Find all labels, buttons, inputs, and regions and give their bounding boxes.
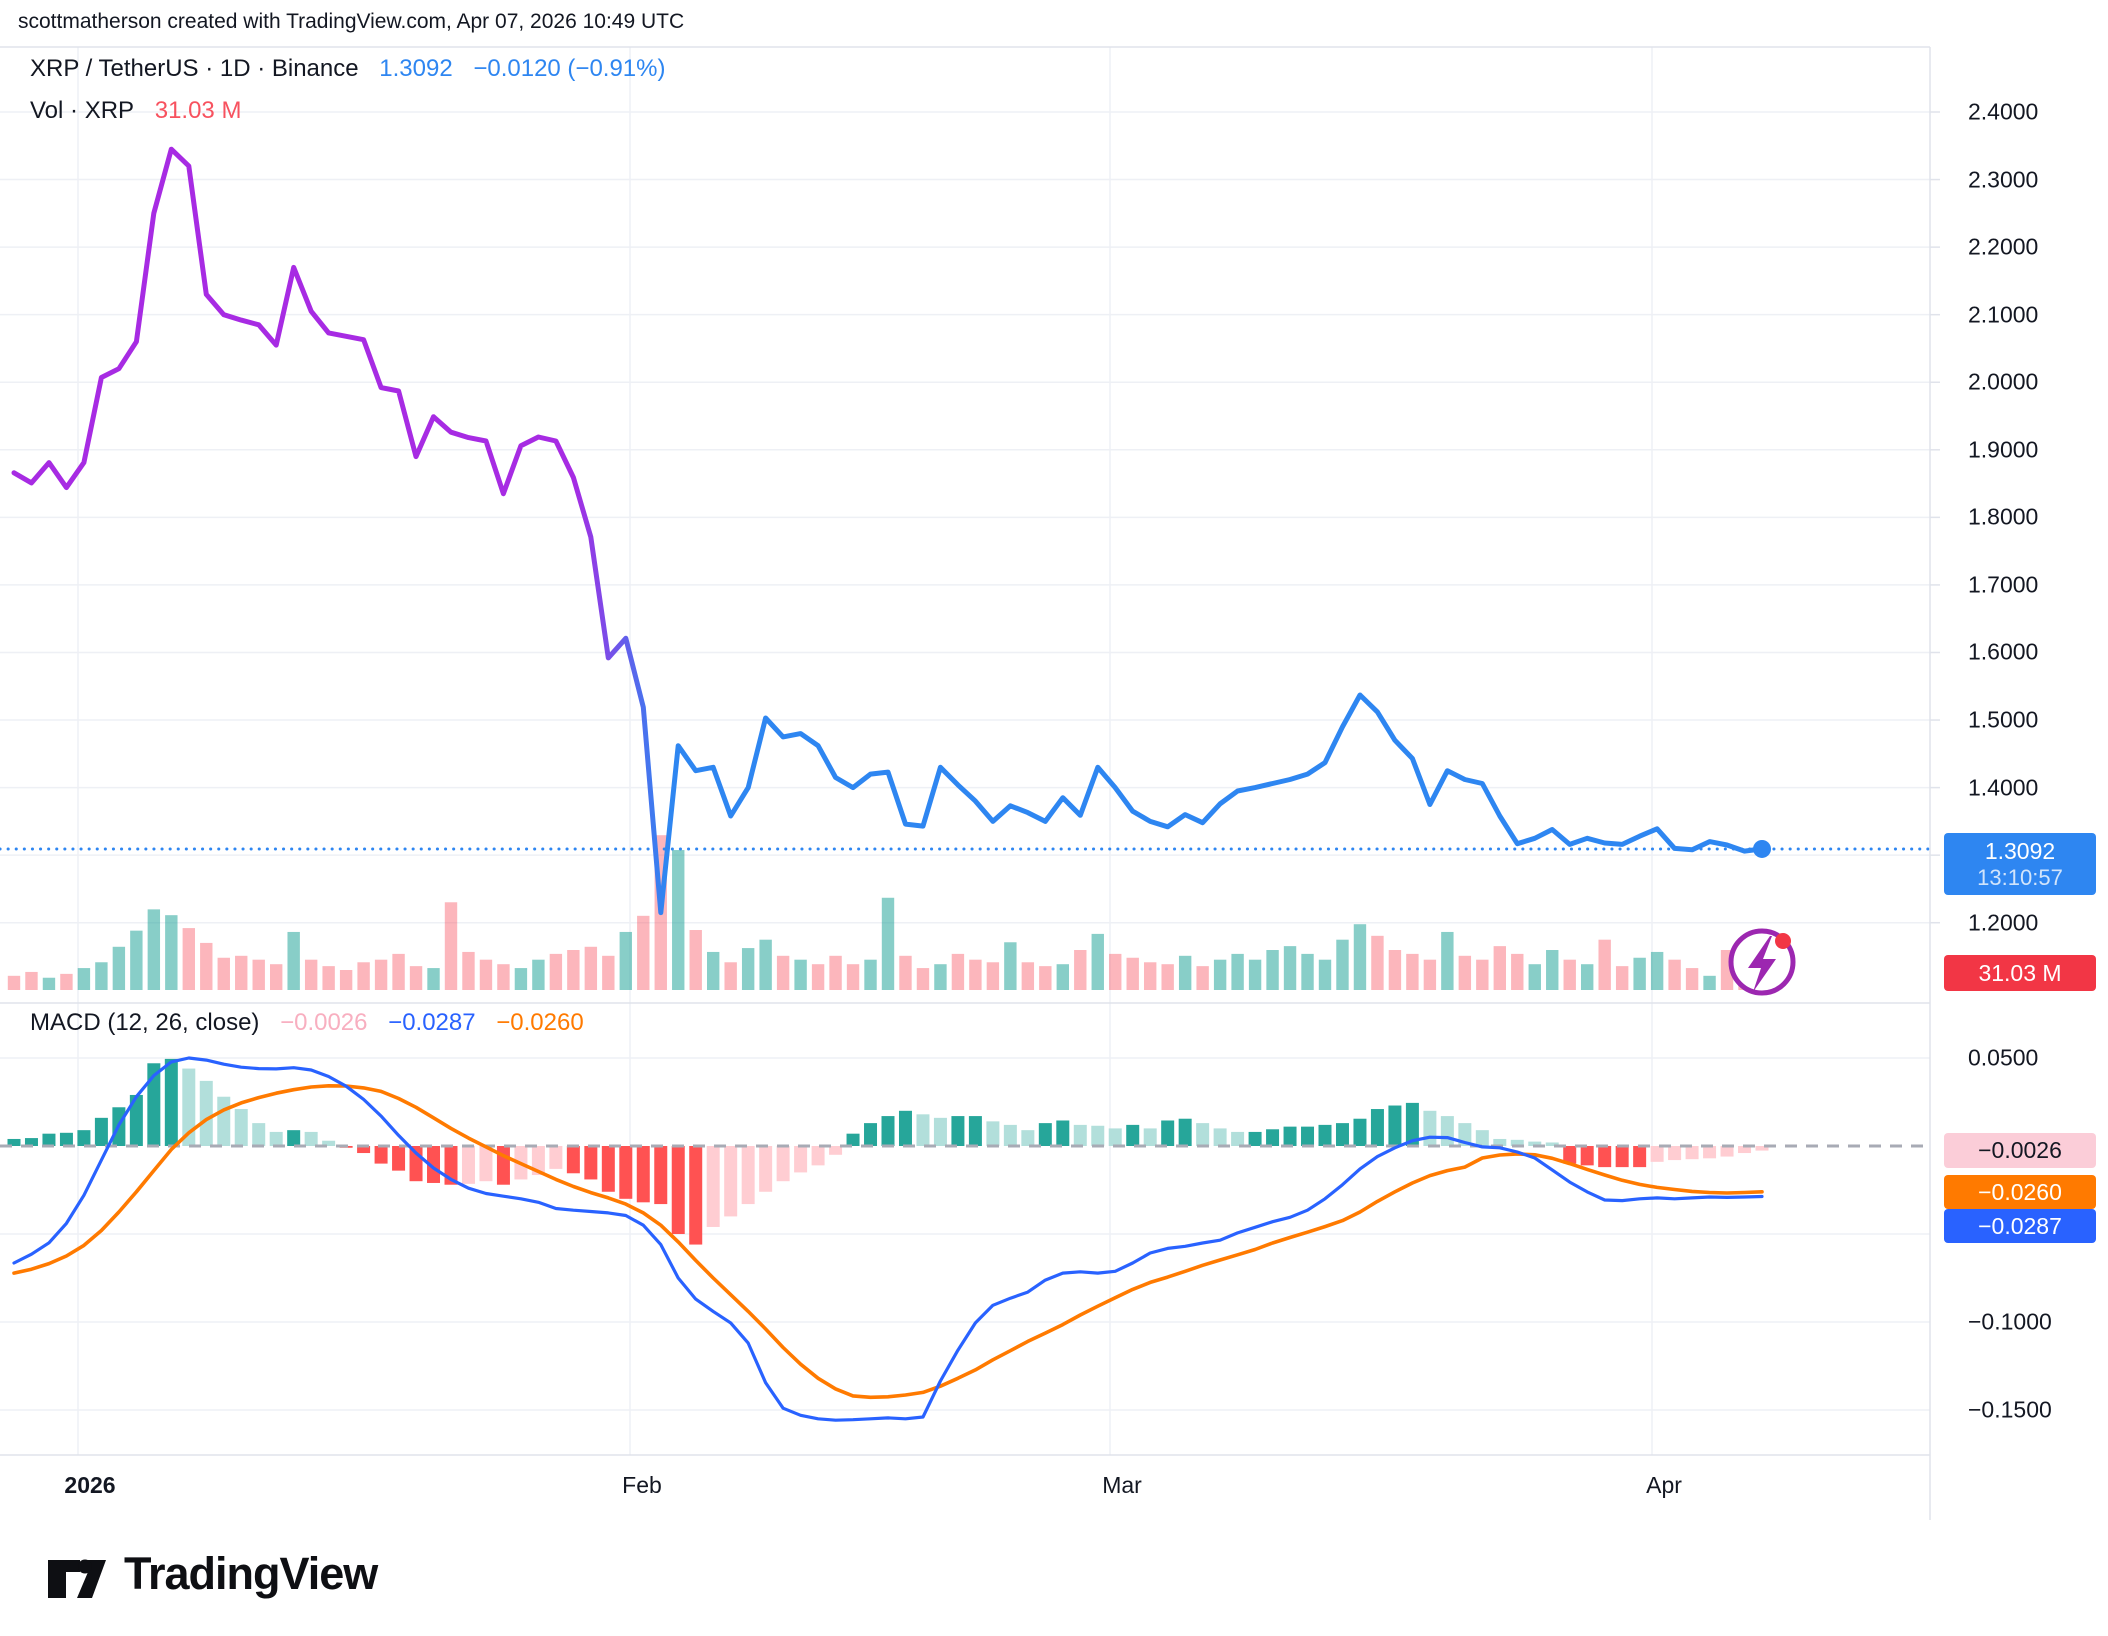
pane-borders — [0, 46, 1940, 1520]
macd-hist-badge: −0.0026 — [1944, 1133, 2096, 1168]
axis-tick-label: 1.6000 — [1968, 638, 2039, 665]
volume-badge-value: 31.03 M — [1978, 959, 2062, 986]
symbol-change: −0.0120 (−0.91%) — [473, 55, 666, 82]
macd-signal-value: −0.0260 — [496, 1009, 584, 1036]
attribution-header: scottmatherson created with TradingView.… — [18, 10, 685, 33]
macd-line-value: −0.0287 — [388, 1009, 476, 1036]
tradingview-branding[interactable]: TradingView — [46, 1548, 378, 1600]
axis-tick-label: 2.1000 — [1968, 301, 2039, 328]
symbol-legend[interactable]: XRP / TetherUS · 1D · Binance 1.3092 −0.… — [30, 54, 679, 84]
price-line — [11, 146, 1765, 916]
axis-tick-label: 2.3000 — [1968, 166, 2039, 193]
axis-tick-label: 1.8000 — [1968, 503, 2039, 530]
macd-signal-line — [12, 1084, 1764, 1400]
axis-tick-label: 2.2000 — [1968, 233, 2039, 260]
axis-tick-label: 1.7000 — [1968, 571, 2039, 598]
axis-tick-label: 1.4000 — [1968, 774, 2039, 801]
axis-tick-label: 1.2000 — [1968, 909, 2039, 936]
countdown-timer: 13:10:57 — [1977, 864, 2063, 890]
tradingview-wordmark: TradingView — [124, 1548, 378, 1599]
last-price-badge: 1.3092 13:10:57 — [1944, 833, 2096, 895]
tradingview-logo-icon[interactable] — [48, 1559, 106, 1599]
last-price-value: 1.3092 — [1984, 837, 2056, 864]
time-tick-label-2026: 2026 — [64, 1472, 116, 1498]
price-line-end-dot — [1753, 839, 1771, 858]
symbol-last-price: 1.3092 — [379, 55, 453, 82]
volume-legend[interactable]: Vol · XRP 31.03 M — [30, 96, 255, 126]
volume-legend-value: 31.03 M — [154, 97, 242, 124]
time-tick-label-feb: Feb — [622, 1472, 662, 1498]
axis-tick-label: 1.5000 — [1968, 706, 2039, 733]
volume-badge: 31.03 M — [1944, 955, 2096, 991]
time-tick-label-mar: Mar — [1102, 1472, 1142, 1498]
time-tick-label-apr: Apr — [1646, 1472, 1682, 1498]
axis-tick-label: 1.9000 — [1968, 436, 2039, 463]
axis-tick-label: 0.0500 — [1968, 1044, 2039, 1071]
axis-tick-label: −0.1000 — [1968, 1308, 2052, 1335]
macd-legend[interactable]: MACD (12, 26, close) −0.0026 −0.0287 −0.… — [30, 1008, 598, 1038]
macd-legend-label[interactable]: MACD (12, 26, close) — [30, 1009, 260, 1036]
macd-hist-value: −0.0026 — [280, 1009, 368, 1036]
price-scale-axis[interactable]: 2.4000 2.3000 2.2000 2.1000 2.0000 1.9000 1.80… — [1930, 0, 2108, 1520]
axis-tick-label: 2.4000 — [1968, 98, 2039, 125]
chart-series — [0, 146, 1932, 1422]
macd-signal-badge: −0.0260 — [1944, 1175, 2096, 1209]
time-scale-axis[interactable]: 2026 Feb Mar Apr — [0, 1458, 1930, 1518]
axis-tick-label: −0.1500 — [1968, 1396, 2052, 1423]
symbol-title[interactable]: XRP / TetherUS · 1D · Binance — [30, 55, 359, 82]
axis-tick-label: 2.0000 — [1968, 368, 2039, 395]
boost-lightning-icon[interactable] — [1728, 928, 1796, 996]
gridlines — [0, 47, 1930, 1455]
volume-legend-label[interactable]: Vol · XRP — [30, 97, 135, 124]
macd-main-line — [12, 1056, 1764, 1422]
macd-line-badge: −0.0287 — [1944, 1209, 2096, 1243]
